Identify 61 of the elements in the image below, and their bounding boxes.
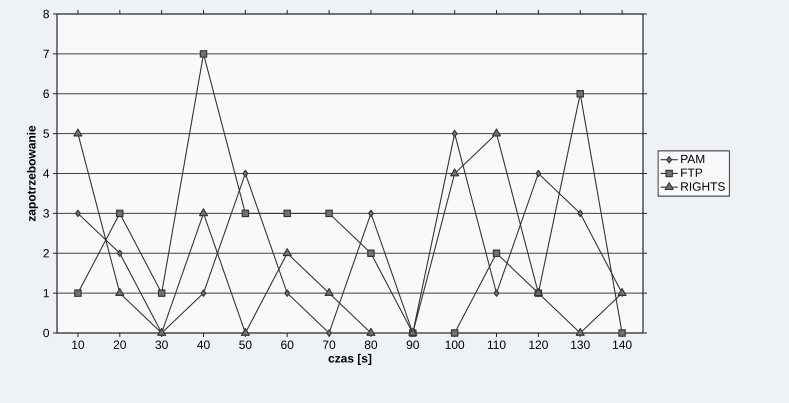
y-tick-label: 7	[43, 50, 49, 58]
x-tick-label: 10	[72, 340, 84, 349]
point	[492, 128, 502, 136]
y-tick-label: 2	[43, 249, 49, 258]
point	[576, 328, 585, 336]
point	[283, 210, 291, 218]
y-axis-title: zapotrzebowanie	[26, 126, 38, 222]
point	[74, 289, 82, 297]
legend-label: FTP	[681, 168, 702, 177]
y-tick-label: 8	[43, 10, 49, 18]
point	[366, 328, 376, 336]
point	[368, 210, 374, 218]
x-tick-label: 120	[529, 340, 548, 349]
point	[115, 288, 124, 296]
point	[324, 288, 334, 296]
point	[282, 248, 292, 256]
x-tick-label: 60	[281, 340, 294, 349]
x-axis-title: czas [s]	[328, 354, 372, 365]
x-tick-label: 40	[197, 340, 210, 349]
point	[73, 128, 82, 136]
point	[326, 329, 332, 337]
point	[577, 210, 584, 218]
x-tick-label: 70	[323, 340, 336, 349]
y-tick-label: 0	[43, 328, 50, 338]
point	[618, 329, 626, 337]
point	[116, 250, 123, 257]
point	[242, 170, 248, 178]
x-tick-label: 80	[364, 340, 378, 349]
point	[492, 250, 500, 257]
x-tick-label: 50	[239, 340, 252, 349]
point	[116, 210, 124, 218]
point	[284, 289, 290, 297]
point	[200, 289, 206, 297]
x-tick-label: 20	[114, 340, 126, 349]
point	[158, 289, 166, 297]
x-tick-label: 110	[488, 340, 506, 349]
x-tick-label: 30	[155, 340, 168, 349]
point	[450, 329, 458, 337]
legend-label: RIGHTS	[681, 182, 725, 191]
point	[494, 289, 500, 297]
legend-label: PAM	[681, 154, 704, 164]
point	[576, 90, 584, 98]
y-tick-label: 5	[43, 129, 49, 138]
y-tick-label: 4	[43, 169, 50, 178]
point	[450, 168, 460, 176]
x-tick-label: 100	[446, 340, 464, 349]
y-tick-label: 3	[43, 209, 49, 218]
x-tick-label: 130	[571, 340, 590, 349]
x-tick-label: 90	[406, 340, 419, 349]
y-tick-label: 6	[43, 90, 49, 98]
point	[242, 210, 250, 218]
x-tick-label: 140	[613, 340, 632, 349]
point	[74, 210, 81, 218]
point	[198, 208, 208, 216]
point	[367, 250, 375, 257]
point	[452, 130, 458, 138]
point	[535, 170, 542, 178]
point	[200, 50, 208, 58]
point	[240, 328, 250, 336]
y-tick-label: 1	[44, 289, 49, 298]
point	[325, 210, 333, 218]
